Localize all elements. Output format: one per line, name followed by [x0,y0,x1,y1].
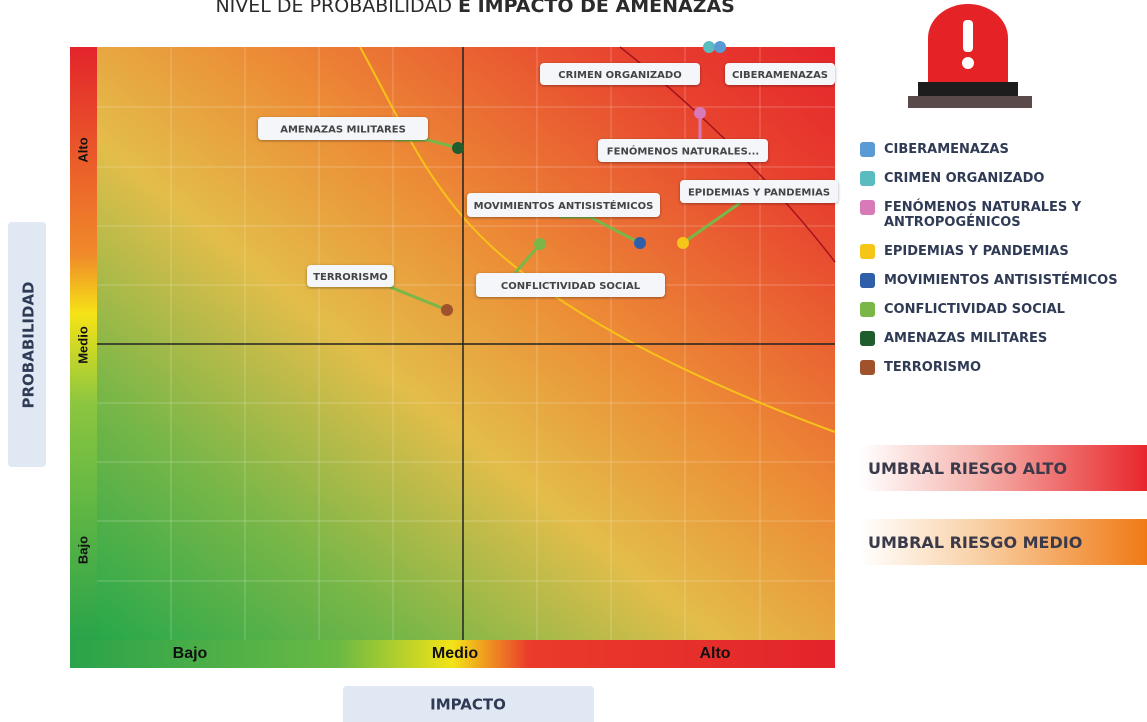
point-label: FENÓMENOS NATURALES... [607,145,759,158]
label-box [598,139,768,162]
alarm-icon [908,4,1032,108]
point-label: TERRORISMO [313,272,388,283]
point-label: CONFLICTIVIDAD SOCIAL [501,281,641,292]
point-label: MOVIMIENTOS ANTISISTÉMICOS [474,199,654,212]
threshold-medium: UMBRAL RIESGO MEDIO [860,519,1147,565]
point-label: CRIMEN ORGANIZADO [558,70,681,81]
title-bold: E IMPACTO DE AMENAZAS [458,0,735,17]
legend-item: CONFLICTIVIDAD SOCIAL [860,302,1140,317]
x-axis-box [343,686,594,722]
legend-text: AMENAZAS MILITARES [884,331,1048,346]
x-axis-label: IMPACTO [430,696,506,714]
label-box [258,117,428,140]
x-level: Bajo [173,645,208,662]
y-axis-label: PROBABILIDAD [20,281,38,408]
legend-text: TERRORISMO [884,360,982,375]
legend-item: AMENAZAS MILITARES [860,331,1140,346]
legend-item: MOVIMIENTOS ANTISISTÉMICOS [860,273,1140,288]
label-box [467,193,660,217]
threshold-high: UMBRAL RIESGO ALTO [860,445,1147,491]
legend-item: CRIMEN ORGANIZADO [860,171,1140,186]
legend-item: CIBERAMENAZAS [860,142,1140,157]
x-level: Medio [432,645,478,662]
y-axis-box [8,222,46,467]
impact-bar [70,640,835,668]
legend-text: EPIDEMIAS Y PANDEMIAS [884,244,1069,259]
y-level: Medio [75,326,90,364]
label-box [680,180,838,203]
point-label: AMENAZAS MILITARES [280,125,406,136]
y-level: Alto [75,137,90,162]
points [441,41,726,316]
label-box [540,63,700,85]
label-box [725,63,835,85]
legend-text: FENÓMENOS NATURALES Y ANTROPOGÉNICOS [884,200,1082,230]
title: NIVEL DE PROBABILIDAD [215,0,452,17]
legend-item: TERRORISMO [860,360,1140,375]
legend: CIBERAMENAZAS CRIMEN ORGANIZADO FENÓMENO… [860,142,1140,389]
point-label: CIBERAMENAZAS [732,70,828,81]
legend-text: CRIMEN ORGANIZADO [884,171,1045,186]
legend-text: CIBERAMENAZAS [884,142,1009,157]
legend-text: MOVIMIENTOS ANTISISTÉMICOS [884,273,1118,288]
point-label: EPIDEMIAS Y PANDEMIAS [688,188,830,199]
probability-bar [70,47,97,640]
label-box [307,265,394,287]
medium-threshold-curve [359,46,836,433]
legend-item: FENÓMENOS NATURALES Y ANTROPOGÉNICOS [860,200,1140,230]
y-level: Bajo [75,536,90,564]
legend-item: EPIDEMIAS Y PANDEMIAS [860,244,1140,259]
x-level: Alto [699,645,730,662]
label-box [476,273,665,297]
legend-text: CONFLICTIVIDAD SOCIAL [884,302,1065,317]
point-labels: CRIMEN ORGANIZADO CIBERAMENAZAS AMENAZAS M… [258,63,838,297]
